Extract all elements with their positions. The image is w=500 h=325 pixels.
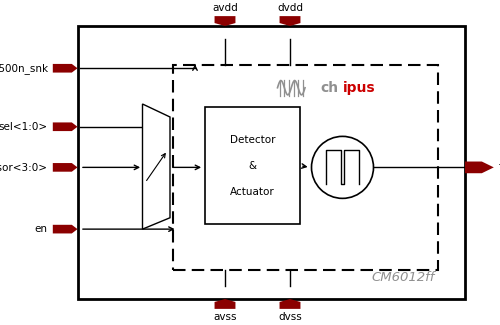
Text: ibs_500n_snk: ibs_500n_snk [0,63,48,74]
Text: dvdd: dvdd [277,3,303,13]
Polygon shape [465,162,494,173]
Polygon shape [142,104,170,229]
Text: Actuator: Actuator [230,187,275,197]
Bar [172,65,438,270]
Text: CM6012ff: CM6012ff [372,271,435,284]
Polygon shape [53,64,78,72]
Ellipse shape [312,136,374,198]
Text: c_sensor<3:0>: c_sensor<3:0> [0,162,48,173]
Bar [205,107,300,224]
Polygon shape [280,299,300,309]
Text: Detector: Detector [230,135,275,145]
Text: en: en [35,224,48,234]
Text: &: & [248,161,256,171]
Bar [78,26,465,299]
Text: avdd: avdd [212,3,238,13]
Polygon shape [280,16,300,26]
Polygon shape [53,123,78,131]
Text: ch: ch [320,81,338,95]
Text: dvss: dvss [278,312,302,322]
Text: fout: fout [499,162,500,172]
Polygon shape [53,225,78,233]
Text: sel<1:0>: sel<1:0> [0,122,48,132]
Polygon shape [214,299,236,309]
Text: avss: avss [213,312,237,322]
Polygon shape [214,16,236,26]
Polygon shape [53,163,78,172]
Text: ipus: ipus [343,81,376,95]
